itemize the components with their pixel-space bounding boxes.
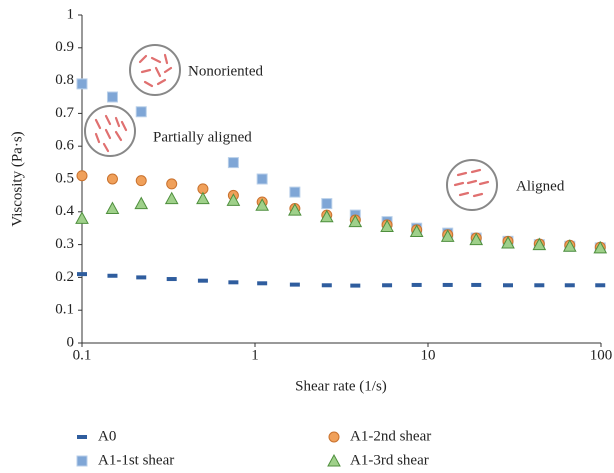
x-tick-label: 1 <box>251 347 259 363</box>
legend-marker <box>328 431 340 443</box>
data-point <box>226 193 241 206</box>
legend-marker <box>327 453 341 467</box>
y-tick-label: 0.6 <box>55 138 74 154</box>
x-axis-label: Shear rate (1/s) <box>295 378 387 394</box>
data-point <box>106 173 118 185</box>
y-tick-label: 0.4 <box>55 203 74 219</box>
legend-label: A1-2nd shear <box>350 428 431 444</box>
data-point <box>107 273 118 278</box>
data-point <box>289 282 300 287</box>
data-point <box>77 272 87 277</box>
data-point <box>288 203 302 216</box>
annotation: Aligned <box>516 178 565 194</box>
y-tick-label: 0.1 <box>55 302 74 318</box>
data-point <box>380 219 394 233</box>
data-point <box>227 157 239 169</box>
data-point <box>319 209 334 223</box>
data-point <box>106 91 118 103</box>
data-point <box>257 281 268 286</box>
data-point <box>501 235 515 249</box>
data-point <box>166 277 177 282</box>
data-point <box>593 240 608 254</box>
legend-label: A1-3rd shear <box>350 452 429 468</box>
data-point <box>350 283 361 288</box>
y-tick-label: 0.9 <box>55 39 74 55</box>
data-point <box>228 280 239 285</box>
data-point <box>321 198 333 210</box>
data-point <box>197 278 208 283</box>
y-tick-label: 0.2 <box>55 269 74 285</box>
data-point <box>534 283 545 288</box>
annotation: Partially aligned <box>153 129 252 145</box>
data-point <box>164 191 179 205</box>
icon-aligned <box>446 159 498 211</box>
x-tick-label: 0.1 <box>73 347 92 363</box>
icon-partially-aligned <box>84 105 136 157</box>
data-point <box>382 283 393 288</box>
data-point <box>134 196 149 210</box>
legend-marker <box>76 455 88 467</box>
data-point <box>595 283 606 288</box>
data-point <box>411 282 422 287</box>
data-point <box>564 283 575 288</box>
data-point <box>348 214 363 228</box>
data-point <box>471 282 482 287</box>
data-point <box>256 173 268 185</box>
data-point <box>105 201 120 215</box>
icon-nonoriented <box>129 44 181 96</box>
y-tick-label: 0.3 <box>55 236 74 252</box>
data-point <box>76 78 88 90</box>
y-tick-label: 0 <box>67 334 75 350</box>
data-point <box>136 275 147 280</box>
annotation: Nonoriented <box>188 63 263 79</box>
y-tick-label: 0.7 <box>55 105 74 121</box>
y-tick-label: 0.8 <box>55 72 74 88</box>
data-point <box>562 239 577 252</box>
data-point <box>532 237 547 251</box>
y-axis-label: Viscosity (Pa·s) <box>9 131 25 226</box>
x-tick-label: 10 <box>421 347 436 363</box>
data-point <box>409 224 424 237</box>
data-point <box>289 186 301 198</box>
data-point <box>442 282 453 287</box>
data-point <box>469 232 484 246</box>
data-point <box>196 191 210 205</box>
data-point <box>135 175 147 187</box>
y-tick-label: 1 <box>67 6 75 22</box>
data-point <box>440 229 455 242</box>
data-point <box>75 211 89 224</box>
y-tick-label: 0.5 <box>55 170 74 186</box>
legend-marker <box>77 435 87 439</box>
data-point <box>166 178 178 190</box>
data-point <box>321 283 332 288</box>
data-point <box>255 198 270 211</box>
data-point <box>135 106 147 118</box>
x-tick-label: 100 <box>590 347 613 363</box>
legend-label: A0 <box>98 428 116 444</box>
data-point <box>502 283 513 288</box>
legend-label: A1-1st shear <box>98 452 174 468</box>
data-point <box>76 170 88 182</box>
